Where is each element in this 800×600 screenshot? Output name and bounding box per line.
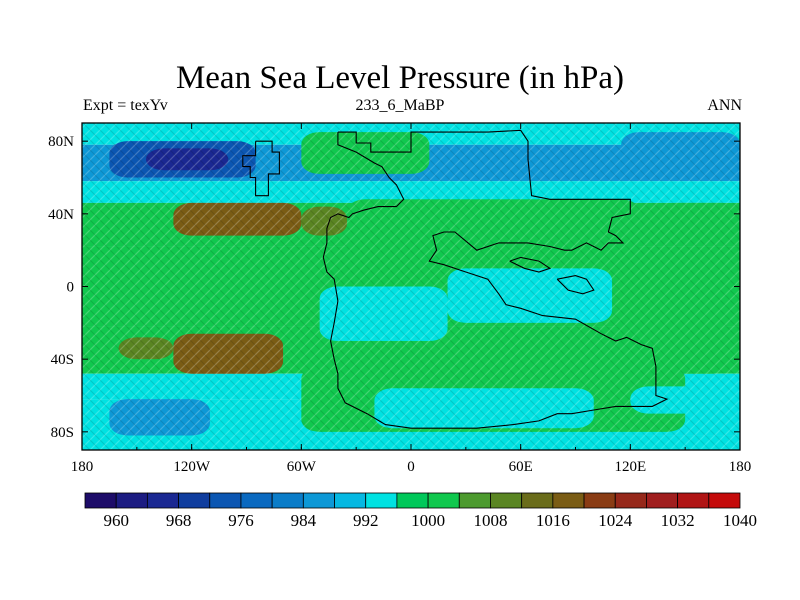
coastline-3 <box>556 275 595 295</box>
colorbar-swatch-9 <box>365 492 398 509</box>
colorbar-swatch-5 <box>240 492 273 509</box>
colorbar-swatch-13 <box>490 492 523 509</box>
colorbar-label-6: 1008 <box>473 511 507 530</box>
colorbar-label-4: 992 <box>353 511 379 530</box>
colorbar-swatch-8 <box>334 492 367 509</box>
colorbar-swatch-2 <box>146 492 179 509</box>
lat-tick-label-1: 40N <box>48 207 74 223</box>
colorbar-swatch-18 <box>646 492 679 509</box>
field-texture <box>82 123 740 450</box>
colorbar-swatch-17 <box>614 492 647 509</box>
colorbar-swatch-15 <box>552 492 585 509</box>
colorbar: 960 968 976 984 992 1000 1008 1016 1024 1032 1040 <box>84 492 757 530</box>
colorbar-swatch-10 <box>396 492 429 509</box>
lon-tick-label-1: 120W <box>173 459 211 475</box>
coastline-1 <box>322 129 669 429</box>
coastlines <box>242 129 669 429</box>
lon-tick-label-0: 180 <box>71 459 94 475</box>
colorbar-swatch-19 <box>677 492 710 509</box>
colorbar-swatch-20 <box>708 492 741 509</box>
longitude-axis: 180 120W 60W 0 60E 120E 180 <box>71 123 752 475</box>
latitude-axis: 80N 40N 0 40S 80S <box>48 134 740 441</box>
coastline-2 <box>509 256 552 273</box>
colorbar-label-2: 976 <box>228 511 254 530</box>
colorbar-swatch-1 <box>115 492 148 509</box>
experiment-label: Expt = texYv <box>83 97 168 114</box>
colorbar-label-9: 1032 <box>661 511 695 530</box>
season-label: ANN <box>707 97 742 114</box>
colorbar-label-8: 1024 <box>598 511 633 530</box>
period-label: 233_6_MaBP <box>355 97 445 114</box>
lat-tick-label-3: 40S <box>51 352 74 368</box>
lon-tick-label-2: 60W <box>287 459 317 475</box>
colorbar-swatch-6 <box>271 492 304 509</box>
coastline-0 <box>242 140 280 197</box>
colorbar-label-7: 1016 <box>536 511 570 530</box>
lat-tick-label-2: 0 <box>67 280 75 296</box>
lat-tick-label-4: 80S <box>51 425 74 441</box>
colorbar-label-1: 968 <box>166 511 192 530</box>
lon-tick-label-4: 60E <box>509 459 533 475</box>
colorbar-label-10: 1040 <box>723 511 757 530</box>
colorbar-label-3: 984 <box>291 511 317 530</box>
lon-tick-label-5: 120E <box>614 459 646 475</box>
colorbar-swatch-12 <box>458 492 491 509</box>
colorbar-swatch-14 <box>521 492 554 509</box>
colorbar-swatch-0 <box>84 492 117 509</box>
lon-tick-label-3: 0 <box>407 459 415 475</box>
lon-tick-label-6: 180 <box>729 459 752 475</box>
colorbar-swatch-11 <box>427 492 460 509</box>
colorbar-swatch-3 <box>178 492 211 509</box>
colorbar-label-5: 1000 <box>411 511 445 530</box>
colorbar-swatch-7 <box>302 492 335 509</box>
lat-tick-label-0: 80N <box>48 134 74 150</box>
colorbar-swatch-4 <box>209 492 242 509</box>
colorbar-label-0: 960 <box>103 511 129 530</box>
map-title: Mean Sea Level Pressure (in hPa) <box>175 60 625 96</box>
colorbar-swatch-16 <box>583 492 616 509</box>
